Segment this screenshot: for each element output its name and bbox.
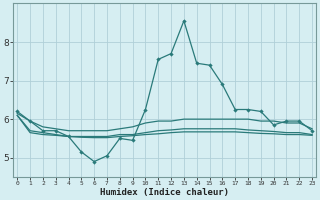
X-axis label: Humidex (Indice chaleur): Humidex (Indice chaleur) <box>100 188 229 197</box>
